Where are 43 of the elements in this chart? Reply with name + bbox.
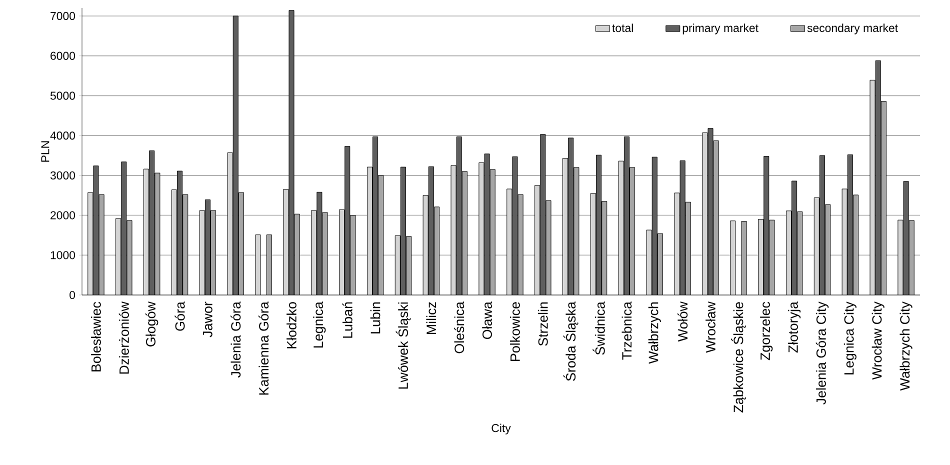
y-tick-label: 5000 <box>50 92 76 100</box>
y-tick-label: 7000 <box>50 12 76 20</box>
x-tick-label: Bolesławiec <box>91 302 101 372</box>
x-tick-label: Oława <box>482 302 492 339</box>
y-tick-label: 1000 <box>50 251 76 260</box>
x-tick-label: Wałbrzych <box>648 302 661 364</box>
x-tick-label: Jelenia Góra <box>230 302 241 378</box>
x-tick-label: Góra <box>174 302 185 331</box>
y-tick-label: 4000 <box>50 132 76 140</box>
x-tick-label: Głogów <box>145 301 158 346</box>
x-tick-label: Trzebnica <box>622 302 632 360</box>
x-tick-label: Legnica City <box>844 302 856 374</box>
x-tick-label: Strzelin <box>538 302 548 346</box>
x-tick-label: Zgorzelec <box>760 302 773 360</box>
x-tick-label: Dzierżoniów <box>118 302 129 374</box>
x-tick-label: Wrocław <box>706 301 716 353</box>
y-tick-label: 3000 <box>50 171 76 180</box>
x-tick-label: Lubin <box>370 302 380 334</box>
x-tick-label: Lwówek Śląski <box>396 302 411 389</box>
legend-label: secondary market <box>807 24 898 34</box>
x-tick-label: Jawor <box>203 302 212 338</box>
x-tick-label: Wałbrzych City <box>900 302 912 391</box>
x-tick-label: Polkowice <box>510 302 520 361</box>
x-tick-label: Złotoryja <box>788 302 801 353</box>
x-tick-label: Wrocław City <box>872 302 884 380</box>
x-tick-label: Legnica <box>313 302 326 348</box>
x-tick-label: Lubań <box>342 302 352 338</box>
x-tick-label: Wołów <box>678 301 688 342</box>
legend-label: total <box>612 24 633 32</box>
y-axis-title: PLN <box>41 141 50 162</box>
x-tick-label: Jelenia Góra City <box>816 302 829 404</box>
y-tick-label: 2000 <box>50 211 76 220</box>
y-tick-label: 6000 <box>50 52 76 60</box>
x-axis-title: City <box>492 424 511 434</box>
legend-label: primary market <box>682 24 758 34</box>
x-tick-label: Milicz <box>426 302 436 334</box>
x-tick-label: Kamienna Góra <box>258 302 269 395</box>
x-tick-label: Kłodzko <box>286 302 296 348</box>
x-tick-label: Ząbkowice Śląskie <box>731 302 746 412</box>
x-tick-label: Środa Śląska <box>563 302 578 381</box>
y-tick-label: 0 <box>70 290 76 300</box>
x-tick-label: Świdnica <box>592 302 605 355</box>
x-tick-label: Oleśnica <box>454 302 464 354</box>
